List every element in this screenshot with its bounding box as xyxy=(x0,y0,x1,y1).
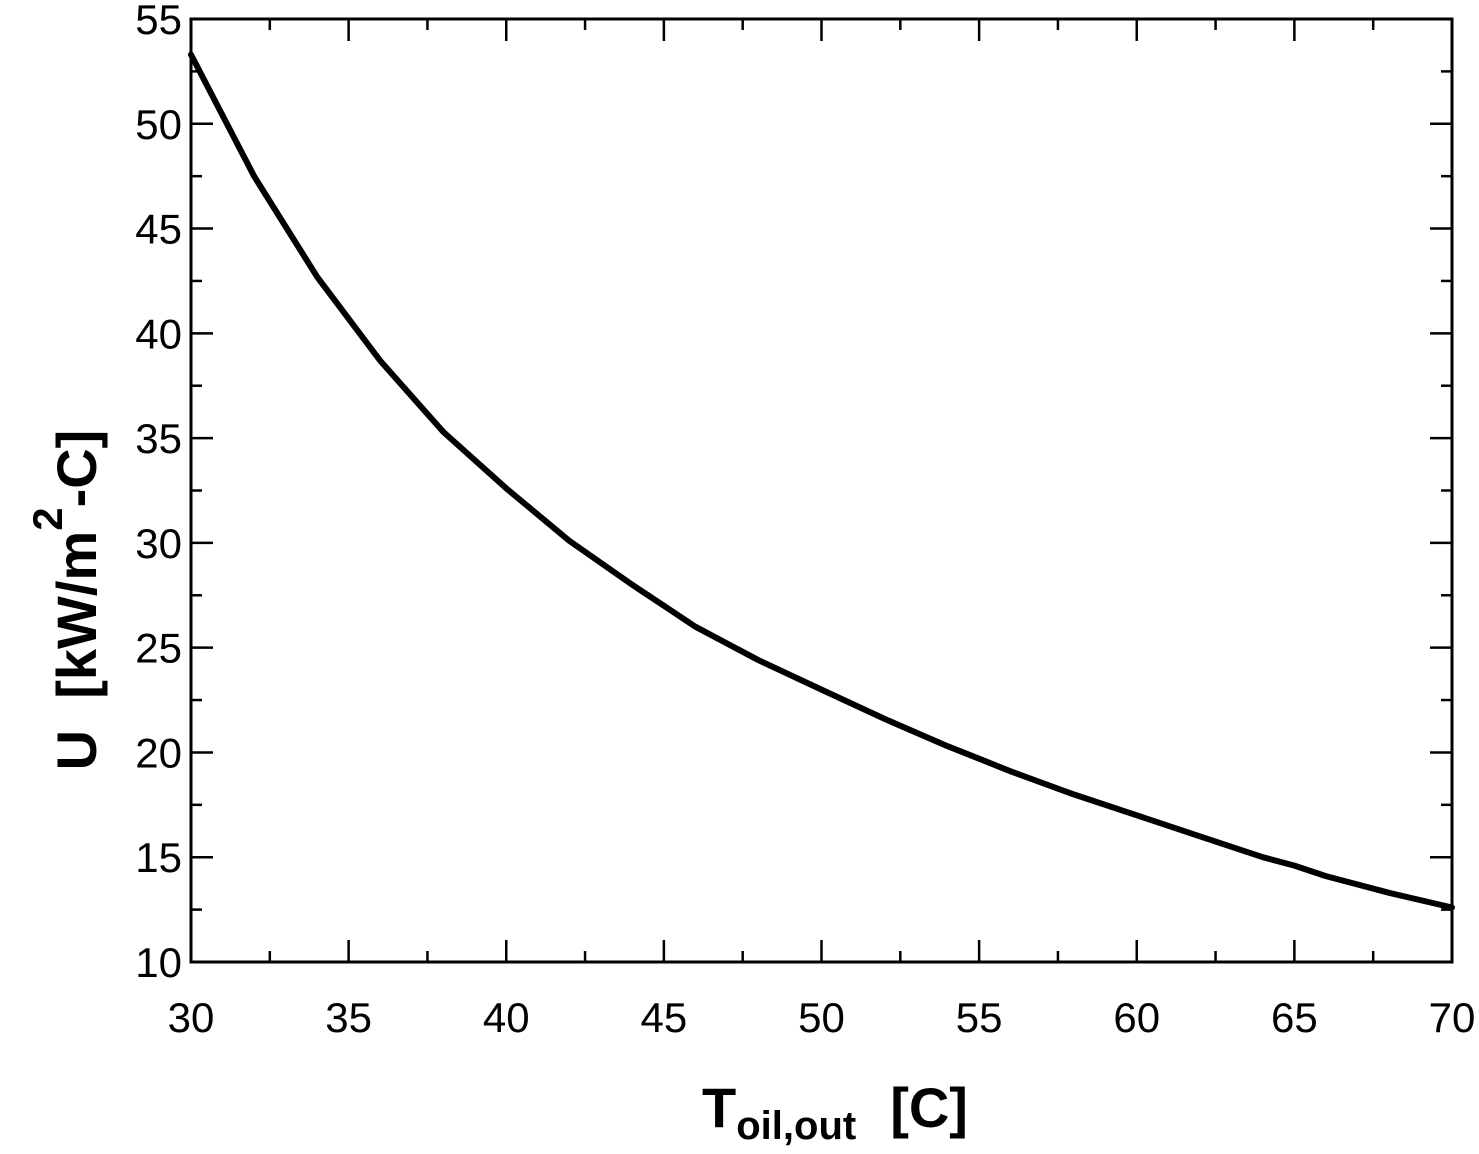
x-tick-label: 70 xyxy=(1429,994,1476,1041)
y-tick-label: 40 xyxy=(135,310,182,357)
y-axis-label-suffix: -C] xyxy=(45,430,108,508)
tick-labels: 30 35 40 45 50 55 60 65 70 10 15 20 25 30 35 40 45 50 55 xyxy=(135,0,1475,1041)
y-axis-label-superscript: 2 xyxy=(24,507,71,530)
y-axis-label: U [kW/m2-C] xyxy=(24,430,108,771)
x-tick-label: 30 xyxy=(168,994,215,1041)
x-tick-label: 45 xyxy=(641,994,688,1041)
y-tick-label: 35 xyxy=(135,415,182,462)
x-axis-label-main: T xyxy=(702,1076,736,1139)
y-tick-label: 10 xyxy=(135,939,182,986)
y-tick-label: 25 xyxy=(135,625,182,672)
x-tick-label: 55 xyxy=(956,994,1003,1041)
y-tick-label: 45 xyxy=(135,206,182,253)
x-axis-label-subscript: oil,out xyxy=(736,1104,856,1148)
x-tick-label: 35 xyxy=(325,994,372,1041)
y-axis-label-prefix: U [kW/m xyxy=(45,531,108,771)
x-tick-label: 40 xyxy=(483,994,530,1041)
y-tick-label: 30 xyxy=(135,520,182,567)
series-line xyxy=(188,51,1455,911)
y-tick-label: 20 xyxy=(135,729,182,776)
y-tick-label: 55 xyxy=(135,0,182,43)
y-tick-label: 15 xyxy=(135,834,182,881)
y-tick-label: 50 xyxy=(135,101,182,148)
x-tick-label: 65 xyxy=(1271,994,1318,1041)
x-axis-label: Toil,out [C] xyxy=(702,1076,968,1148)
x-axis-label-unit: [C] xyxy=(890,1076,968,1139)
x-tick-label: 50 xyxy=(798,994,845,1041)
plot-frame xyxy=(189,17,1454,964)
axis-ticks xyxy=(189,17,1454,964)
x-tick-label: 60 xyxy=(1113,994,1160,1041)
